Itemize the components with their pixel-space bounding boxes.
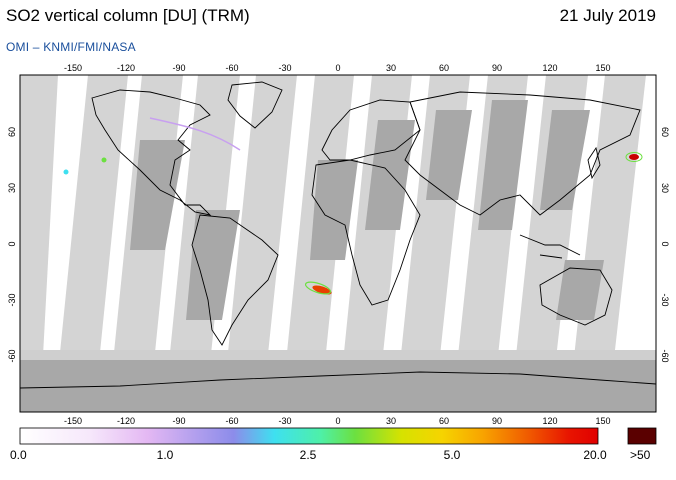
- lon-tick-top: 120: [542, 63, 557, 73]
- colorbar-overflow-swatch: [627, 427, 657, 445]
- lon-ticks-bottom: -150 -120 -90 -60 -30 0 30 60 90 120 150: [64, 416, 611, 426]
- lat-tick-left: 0: [7, 241, 17, 246]
- lat-tick-right: 60: [660, 127, 670, 137]
- map-title: SO2 vertical column [DU] (TRM): [6, 6, 250, 25]
- lat-ticks-right: 60 30 0 -30 -60: [660, 127, 670, 363]
- map-date: 21 July 2019: [559, 6, 656, 25]
- lon-tick-bottom: 60: [439, 416, 449, 426]
- lon-tick-top: -150: [64, 63, 82, 73]
- lon-tick-bottom: -90: [172, 416, 185, 426]
- colorbar-label: 1.0: [156, 448, 174, 462]
- lon-tick-top: 150: [595, 63, 610, 73]
- swath-layer: [20, 75, 656, 412]
- colorbar-label-min: 0.0: [10, 448, 27, 462]
- lon-tick-bottom: -120: [117, 416, 135, 426]
- colorbar-gradient: [19, 427, 599, 445]
- lat-tick-right: -30: [660, 293, 670, 306]
- lon-tick-bottom: 30: [386, 416, 396, 426]
- data-credit: OMI – KNMI/FMI/NASA: [6, 40, 136, 54]
- lat-tick-left: 60: [7, 127, 17, 137]
- lat-tick-left: 30: [7, 183, 17, 193]
- lat-tick-left: -30: [7, 293, 17, 306]
- lat-ticks-left: 60 30 0 -30 -60: [7, 127, 17, 363]
- lon-tick-bottom: 0: [335, 416, 340, 426]
- lon-tick-bottom: -60: [225, 416, 238, 426]
- coastlines: [19, 81, 657, 389]
- lon-tick-top: 90: [492, 63, 502, 73]
- plume-south-atlantic-halo: [304, 281, 332, 295]
- lon-tick-bottom: 90: [492, 416, 502, 426]
- so2-plumes: [63, 117, 643, 295]
- lon-tick-bottom: -30: [278, 416, 291, 426]
- lat-tick-left: -60: [7, 349, 17, 362]
- lon-tick-top: -90: [172, 63, 185, 73]
- trace-arctic: [149, 117, 241, 151]
- plume-south-atlantic: [312, 285, 332, 295]
- plume-kuril: [629, 154, 639, 160]
- lon-tick-bottom: 120: [542, 416, 557, 426]
- colorbar-label-max: 20.0: [583, 448, 607, 462]
- lat-tick-right: -60: [660, 349, 670, 362]
- lon-tick-bottom: 150: [595, 416, 610, 426]
- lon-tick-top: 60: [439, 63, 449, 73]
- colorbar-label: 5.0: [443, 448, 461, 462]
- colorbar-overflow-label: >50: [630, 448, 651, 462]
- lon-tick-top: -120: [117, 63, 135, 73]
- lon-tick-top: 30: [386, 63, 396, 73]
- lon-tick-top: -30: [278, 63, 291, 73]
- lon-tick-bottom: -150: [64, 416, 82, 426]
- plume-pacific-east: [101, 157, 107, 163]
- colorbar-label: 2.5: [299, 448, 317, 462]
- plume-pacific-west: [63, 169, 69, 175]
- plume-kuril-halo: [625, 152, 643, 162]
- lon-tick-top: -60: [225, 63, 238, 73]
- lon-ticks-top: -150 -120 -90 -60 -30 0 30 60 90 120 150: [64, 63, 611, 73]
- lat-tick-right: 30: [660, 183, 670, 193]
- lon-tick-top: 0: [335, 63, 340, 73]
- lat-tick-right: 0: [660, 241, 670, 246]
